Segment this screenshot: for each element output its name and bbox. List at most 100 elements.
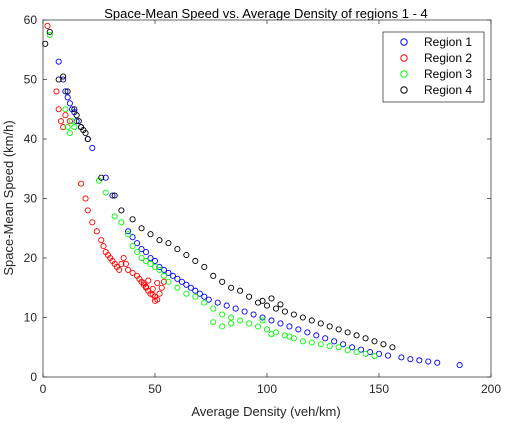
data-point <box>192 257 199 265</box>
data-point <box>228 320 235 327</box>
data-point <box>241 308 248 315</box>
legend-marker <box>400 38 408 46</box>
data-point <box>210 272 217 279</box>
data-point <box>174 275 181 282</box>
data-point <box>335 344 342 351</box>
data-point <box>138 246 145 253</box>
data-point <box>272 305 280 312</box>
data-point <box>44 22 51 30</box>
data-point <box>259 297 266 304</box>
data-point <box>326 323 333 330</box>
data-point <box>55 76 62 83</box>
data-point <box>111 213 118 220</box>
data-point <box>84 135 91 143</box>
data-point <box>353 348 360 356</box>
data-point <box>237 287 244 294</box>
x-axis: 0 50 100 150 200 <box>40 20 501 396</box>
data-point <box>129 243 136 250</box>
data-point <box>129 216 136 223</box>
data-point <box>313 332 320 339</box>
data-point <box>416 357 423 364</box>
data-point <box>268 317 275 324</box>
data-point <box>389 344 396 351</box>
data-point <box>281 308 288 315</box>
data-point <box>78 180 85 187</box>
data-point <box>69 118 76 125</box>
data-point <box>335 326 342 333</box>
y-tick-label: 60 <box>24 13 38 27</box>
data-point <box>192 287 199 294</box>
y-tick-label: 20 <box>24 251 38 265</box>
data-point <box>362 335 369 342</box>
data-point <box>66 100 73 107</box>
data-point <box>118 219 125 226</box>
data-point <box>73 112 80 119</box>
data-point <box>326 343 333 350</box>
y-axis: 0 10 20 30 40 50 60 <box>24 13 491 384</box>
y-tick-label: 0 <box>30 370 37 384</box>
data-point <box>75 118 82 125</box>
legend-marker <box>400 86 408 94</box>
data-point <box>71 124 78 131</box>
legend-label: Region 2 <box>424 51 472 65</box>
data-point <box>82 195 89 202</box>
data-point <box>154 279 161 287</box>
x-tick-label: 150 <box>369 382 389 396</box>
data-point <box>286 333 293 340</box>
series-3 <box>46 31 378 360</box>
data-point <box>183 281 190 288</box>
data-point <box>125 228 132 235</box>
data-point <box>219 323 226 330</box>
data-point <box>353 332 360 339</box>
data-point <box>129 269 136 276</box>
data-point <box>277 301 284 308</box>
data-point <box>160 272 168 279</box>
data-point <box>308 339 315 346</box>
data-point <box>317 320 324 327</box>
data-point <box>134 248 141 256</box>
data-point <box>456 362 463 369</box>
data-point <box>98 237 105 244</box>
data-point <box>183 290 190 297</box>
data-point <box>434 359 441 366</box>
data-point <box>151 257 159 265</box>
data-point <box>64 94 71 101</box>
data-point <box>62 112 69 119</box>
data-point <box>46 28 53 35</box>
legend: Region 1 Region 2 Region 3 Region 4 <box>382 31 485 103</box>
data-point <box>165 269 172 276</box>
data-point <box>299 338 306 345</box>
data-point <box>46 31 53 38</box>
data-point <box>295 326 302 333</box>
data-point <box>120 254 127 262</box>
data-point <box>145 277 152 284</box>
data-point <box>380 341 387 348</box>
legend-marker <box>400 70 408 78</box>
y-tick-label: 30 <box>24 192 38 206</box>
data-point <box>151 263 159 270</box>
data-point <box>250 311 257 318</box>
data-point <box>362 350 369 357</box>
data-point <box>102 174 109 181</box>
data-point <box>102 189 109 196</box>
data-point <box>125 266 132 273</box>
data-point <box>147 260 154 268</box>
data-point <box>111 192 118 199</box>
data-point <box>66 118 73 125</box>
data-point <box>246 320 253 327</box>
data-point <box>214 299 221 306</box>
data-point <box>60 124 67 131</box>
data-point <box>192 293 199 300</box>
y-tick-label: 50 <box>24 73 38 87</box>
data-point <box>165 240 172 247</box>
data-point <box>228 314 235 321</box>
data-point <box>55 58 62 65</box>
y-tick-label: 40 <box>24 132 38 146</box>
data-point <box>42 40 49 47</box>
data-point <box>122 260 129 268</box>
chart-title: Space-Mean Speed vs. Average Density of … <box>104 6 428 21</box>
data-point <box>149 285 156 292</box>
data-point <box>73 118 80 125</box>
data-point <box>210 305 217 312</box>
legend-box <box>382 31 485 103</box>
